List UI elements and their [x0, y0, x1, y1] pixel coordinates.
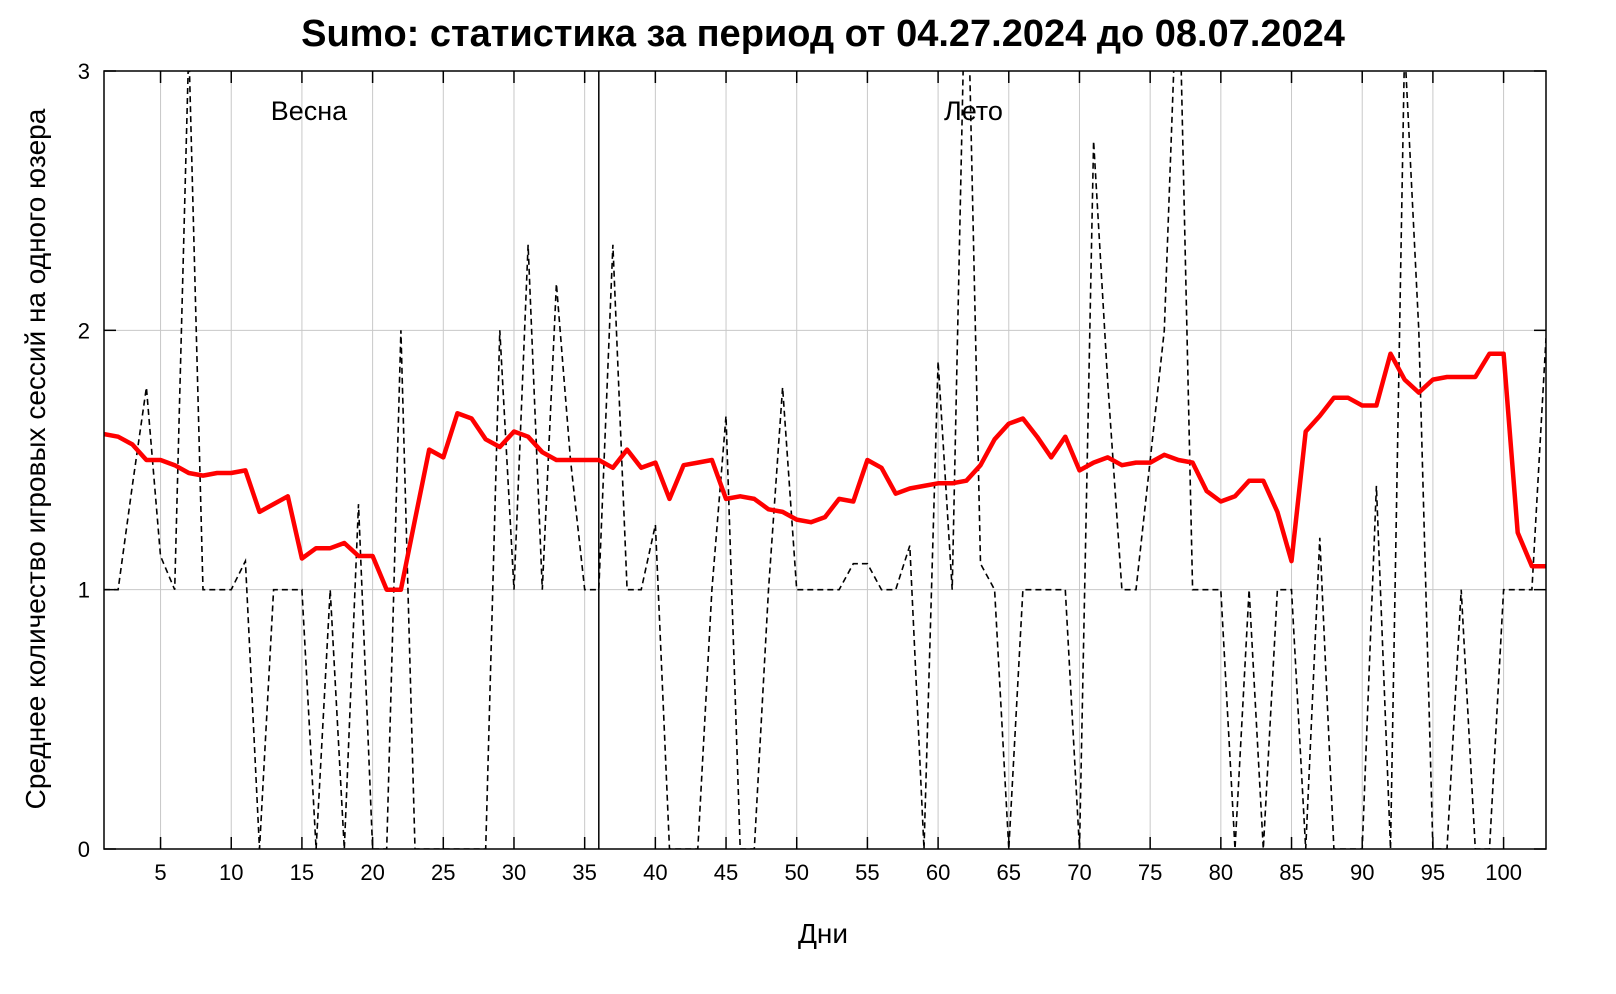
x-tick-label: 65	[997, 860, 1021, 885]
x-tick-label: 60	[926, 860, 950, 885]
x-tick-label: 5	[154, 860, 166, 885]
x-tick-label: 35	[572, 860, 596, 885]
x-tick-label: 75	[1138, 860, 1162, 885]
y-tick-label: 0	[78, 837, 90, 862]
x-tick-label: 90	[1350, 860, 1374, 885]
x-tick-label: 80	[1209, 860, 1233, 885]
y-tick-label: 3	[78, 59, 90, 84]
chart-title: Sumo: статистика за период от 04.27.2024…	[301, 13, 1345, 55]
y-tick-label: 1	[78, 578, 90, 603]
x-tick-label: 70	[1067, 860, 1091, 885]
x-tick-label: 15	[290, 860, 314, 885]
y-axis-label: Среднее количество игровых сессий на одн…	[20, 108, 51, 809]
x-tick-label: 40	[643, 860, 667, 885]
x-tick-label: 25	[431, 860, 455, 885]
season-label: Весна	[271, 96, 348, 126]
x-tick-label: 95	[1421, 860, 1445, 885]
x-tick-label: 85	[1279, 860, 1303, 885]
x-tick-label: 30	[502, 860, 526, 885]
x-tick-label: 10	[219, 860, 243, 885]
x-tick-label: 20	[360, 860, 384, 885]
y-tick-label: 2	[78, 318, 90, 343]
x-tick-label: 50	[784, 860, 808, 885]
x-axis-label: Дни	[798, 918, 848, 949]
season-label: Лето	[944, 96, 1003, 126]
x-tick-label: 55	[855, 860, 879, 885]
x-tick-label: 100	[1485, 860, 1522, 885]
x-tick-label: 45	[714, 860, 738, 885]
